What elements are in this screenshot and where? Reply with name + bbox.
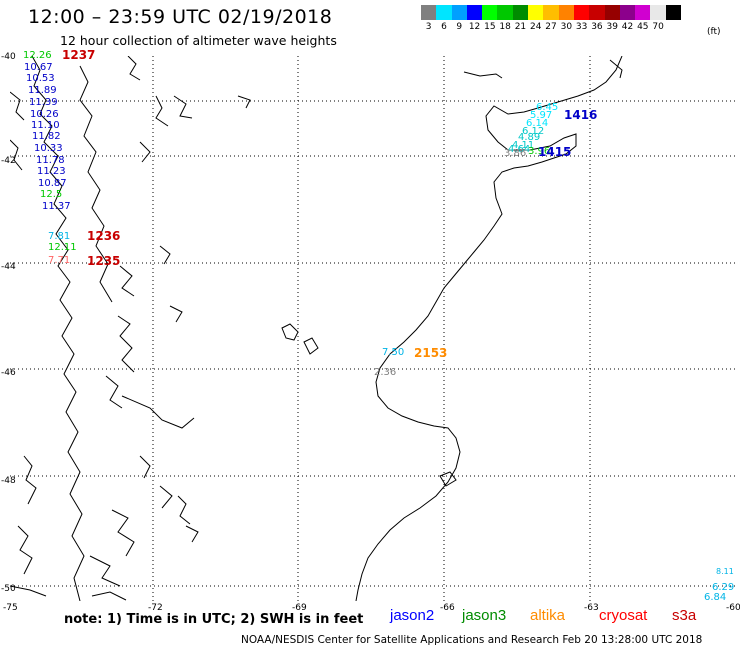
legend-swatch-label: 3	[425, 22, 432, 32]
left-track-value: 10.87	[38, 178, 67, 189]
ne-track-value: 3.96	[528, 146, 551, 157]
legend-swatch-label: 33	[575, 22, 588, 32]
longitude-tick-label: -69	[292, 603, 307, 613]
coastline	[10, 56, 623, 601]
legend-cryosat: cryosat	[599, 607, 648, 624]
footer-note: note: 1) Time is in UTC; 2) SWH is in fe…	[64, 612, 364, 627]
legend-swatch: 18	[497, 5, 513, 32]
left-track-value: 11.82	[32, 131, 61, 142]
legend-swatch: 24	[528, 5, 544, 32]
legend-swatch: 39	[604, 5, 620, 32]
longitude-tick-label: -72	[148, 603, 163, 613]
ne-track-value: 6.14	[526, 118, 549, 129]
left-time-1236: 1236	[87, 229, 121, 243]
legend-swatch-label: 6	[441, 22, 447, 32]
legend-swatch: 9	[451, 5, 467, 32]
latitude-tick-label: -42	[1, 156, 16, 166]
center-time-2153: 2153	[414, 346, 448, 360]
legend-swatch: 36	[589, 5, 605, 32]
legend-swatch	[665, 5, 682, 20]
credit-line: NOAA/NESDIS Center for Satellite Applica…	[241, 634, 703, 646]
center-value-1: 7.50	[382, 347, 405, 358]
legend-swatch-label: 36	[591, 22, 603, 32]
ne-time-1416: 1416	[564, 108, 598, 122]
legend-swatch-label: 30	[560, 22, 573, 32]
left-track-value: 11.89	[28, 85, 57, 96]
legend-jason3: jason3	[462, 607, 507, 624]
legend-swatch: 12	[466, 5, 483, 32]
ne-track-value: 4.11	[512, 140, 535, 151]
left-track-value: 10.67	[24, 62, 53, 73]
latitude-tick-label: -50	[1, 584, 16, 594]
color-legend: 3 6 9 12 15 18 21 24 27 30 33 36 39 42 45 70 (ft)	[421, 5, 721, 37]
legend-swatch: 42	[619, 5, 636, 32]
legend-swatch-label: 18	[499, 22, 511, 32]
graticule	[10, 56, 738, 601]
legend-swatch: 33	[573, 5, 590, 32]
legend-swatch: 3	[421, 5, 437, 32]
legend-swatch: 21	[512, 5, 529, 32]
legend-swatch: 70	[650, 5, 666, 32]
legend-s3a: s3a	[672, 607, 697, 624]
legend-swatch-label: 21	[514, 22, 527, 32]
legend-swatch: 45	[635, 5, 651, 32]
legend-swatch-label: 15	[484, 22, 496, 32]
legend-unit: (ft)	[707, 27, 721, 37]
left-track-value: 11.39	[29, 97, 58, 108]
left-track-value: 10.26	[30, 109, 59, 120]
legend-swatch-label: 24	[530, 22, 542, 32]
longitude-tick-label: -66	[440, 603, 455, 613]
latitude-tick-label: -48	[1, 476, 16, 486]
ne-track-value: 6.45	[536, 102, 559, 113]
ne-track-value: 5.97	[530, 110, 553, 121]
ne-track-value: 6.12	[522, 126, 545, 137]
legend-swatch-label: 42	[621, 22, 634, 32]
latitude-tick-label: -40	[1, 52, 16, 62]
longitude-tick-label: -63	[584, 603, 599, 613]
legend-jason2: jason2	[390, 607, 435, 624]
left-track-value: 11.23	[37, 166, 66, 177]
left-track-value: 7.81	[48, 231, 71, 242]
ne-time-1415: 1415	[538, 145, 572, 159]
left-time-1237: 1237	[62, 48, 96, 62]
left-track-value: 10.53	[26, 73, 55, 84]
longitude-tick-label: -75	[3, 603, 18, 613]
left-track-value: 12.5	[40, 189, 63, 200]
left-track-value: 11.78	[36, 155, 65, 166]
legend-swatch-label: 12	[468, 22, 481, 32]
left-track-value: 10.33	[34, 143, 63, 154]
map-title: 12:00 – 23:59 UTC 02/19/2018	[28, 6, 333, 28]
center-value-2: 2.36	[374, 367, 397, 378]
left-track-value: 11.10	[31, 120, 60, 131]
longitude-tick-label: -60	[726, 603, 740, 613]
map-canvas	[10, 56, 738, 601]
legend-swatch: 30	[558, 5, 574, 32]
legend-swatch: 6	[436, 5, 452, 32]
latitude-tick-label: -44	[1, 262, 16, 272]
left-track-value: 7.71	[48, 255, 71, 266]
ne-track-value: 3.86	[504, 148, 527, 159]
legend-swatch-label: 9	[456, 22, 463, 32]
legend-swatch: 15	[482, 5, 498, 32]
legend-swatch: 27	[543, 5, 559, 32]
legend-swatch-label: 39	[606, 22, 618, 32]
left-track-value: 11.37	[42, 201, 71, 212]
left-time-1235: 1235	[87, 254, 121, 268]
latitude-tick-label: -46	[1, 368, 16, 378]
map-subtitle: 12 hour collection of altimeter wave hei…	[60, 33, 337, 48]
se-value-3: 6.84	[704, 592, 727, 603]
left-track-value: 12.11	[48, 242, 77, 253]
se-value-2: 6.29	[712, 582, 735, 593]
map-frame	[10, 56, 738, 601]
se-value-1: 8.11	[716, 567, 734, 576]
ne-track-value: 4.64	[508, 144, 531, 155]
left-track-value: 12.26	[23, 50, 52, 61]
legend-swatch-label: 27	[545, 22, 557, 32]
legend-swatch-label: 45	[637, 22, 649, 32]
legend-altika: altika	[530, 607, 566, 624]
legend-swatch-label: 70	[652, 22, 664, 32]
ne-track-value: 4.89	[518, 132, 541, 143]
